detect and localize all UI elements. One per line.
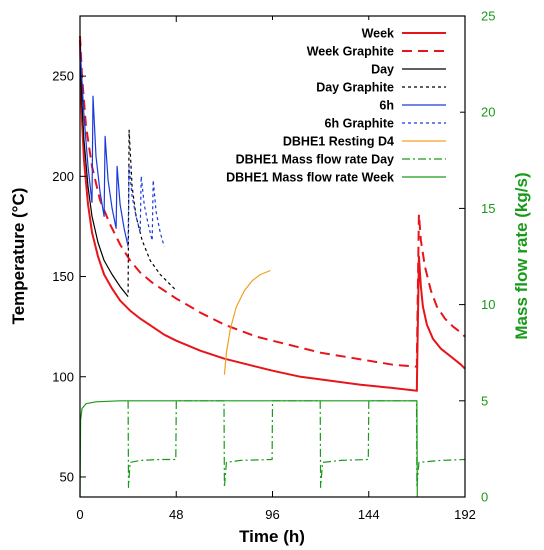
series-line-8 [79, 400, 418, 498]
y-tick-label-4: 250 [52, 69, 74, 84]
x-tick-label-3: 144 [358, 507, 380, 522]
x-tick-label-2: 96 [265, 507, 279, 522]
y-tick-label-2: 150 [52, 269, 74, 284]
x-tick-label-4: 192 [454, 507, 476, 522]
y2-tick-label-2: 10 [481, 297, 495, 312]
legend: Week Week Graphite Day Day Graphite 6h 6h Gra… [190, 20, 460, 185]
legend-label-0: Week [362, 27, 394, 41]
legend-label-8: DBHE1 Mass flow rate Week [226, 171, 394, 185]
y-tick-label-1: 100 [52, 369, 74, 384]
x-tick-label-1: 48 [169, 507, 183, 522]
x-axis-title: Time (h) [239, 527, 305, 546]
series-line-4 [79, 46, 129, 247]
series-line-6 [223, 269, 271, 375]
series-line-2 [79, 40, 129, 297]
y-tick-label-0: 50 [60, 469, 74, 484]
ticks-layer: 0 48 96 144 192 50 100 150 200 250 0 5 10 15 20 25 [52, 9, 495, 523]
y-axis-title: Temperature (°C) [9, 188, 28, 325]
legend-label-3: Day Graphite [316, 81, 394, 95]
legend-label-5: 6h Graphite [325, 117, 395, 131]
legend-label-7: DBHE1 Mass flow rate Day [236, 153, 394, 167]
x-tick-label-0: 0 [76, 507, 83, 522]
y2-tick-label-0: 0 [481, 490, 488, 505]
y2-axis-title: Mass flow rate (kg/s) [512, 172, 531, 339]
y2-tick-label-3: 15 [481, 201, 495, 216]
y2-tick-label-5: 25 [481, 9, 495, 24]
series-layer [79, 35, 466, 498]
series-line-0 [79, 40, 466, 392]
y2-tick-label-4: 20 [481, 105, 495, 120]
series-line-5 [127, 165, 165, 247]
y2-tick-label-1: 5 [481, 393, 488, 408]
legend-label-1: Week Graphite [307, 45, 394, 59]
y-tick-label-3: 200 [52, 169, 74, 184]
legend-background [190, 20, 460, 182]
legend-label-2: Day [371, 63, 394, 77]
legend-label-4: 6h [379, 99, 394, 113]
series-line-1 [79, 35, 466, 368]
legend-label-6: DBHE1 Resting D4 [283, 135, 394, 149]
